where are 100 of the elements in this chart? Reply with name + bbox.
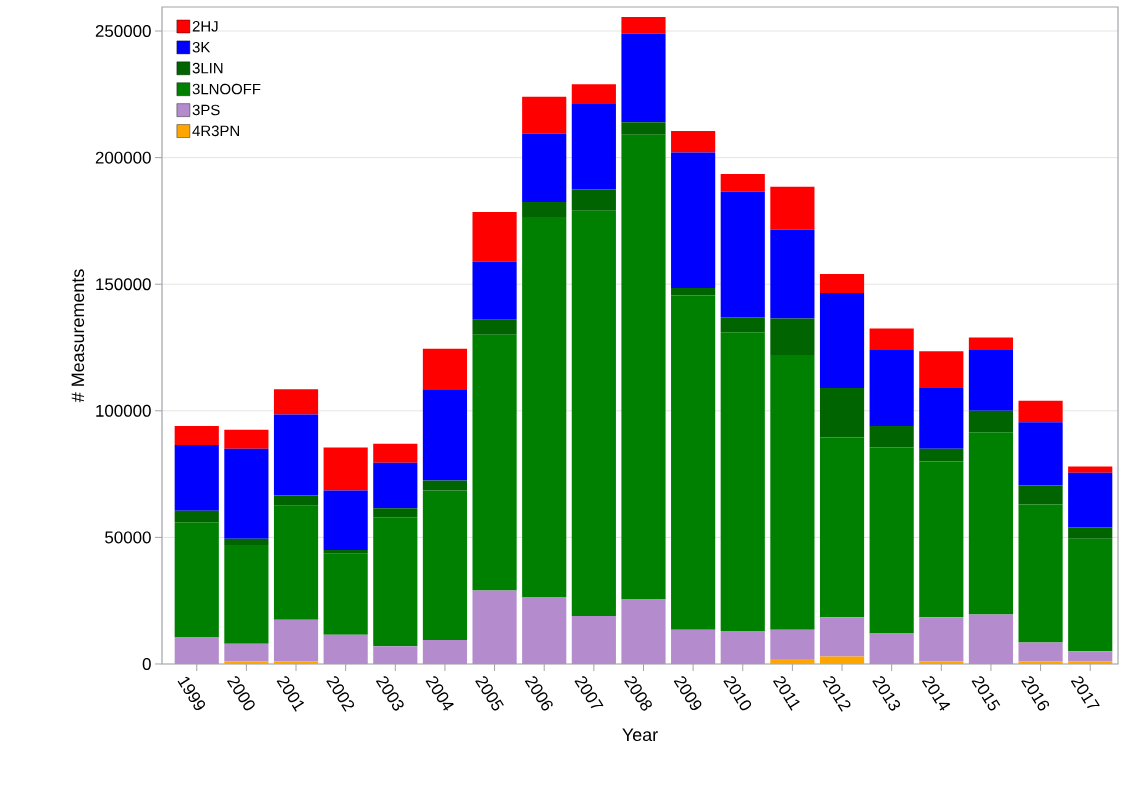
bar	[472, 334, 517, 591]
bar	[472, 590, 517, 664]
bar	[968, 337, 1014, 351]
bar	[621, 599, 666, 664]
bar	[819, 437, 865, 618]
bar	[273, 505, 319, 620]
bar	[174, 522, 219, 638]
bar	[671, 288, 716, 296]
bar	[869, 328, 914, 351]
legend-label: 2HJ	[192, 21, 218, 32]
y-axis-title: # Measurements	[71, 269, 85, 403]
bar	[224, 661, 269, 664]
bar	[720, 332, 765, 632]
bar	[273, 389, 319, 415]
bar	[422, 639, 468, 664]
bar	[323, 553, 368, 635]
bar	[522, 133, 567, 202]
legend-label: 3LIN	[192, 62, 223, 74]
bar	[720, 317, 765, 333]
bar	[819, 274, 865, 294]
y-tick-label: 50000	[105, 531, 151, 544]
bar	[720, 191, 765, 318]
bar	[571, 189, 616, 211]
bar	[323, 447, 368, 491]
bar	[1018, 485, 1063, 505]
y-tick-label: 150000	[96, 278, 151, 291]
bar	[422, 490, 468, 640]
y-tick-label: 200000	[95, 151, 151, 164]
bar	[472, 212, 517, 262]
bar	[819, 656, 865, 664]
y-tick-label: 0	[142, 657, 151, 670]
bar	[174, 510, 219, 523]
bar	[671, 131, 716, 153]
bar	[174, 637, 219, 664]
bar	[919, 661, 964, 664]
bar	[224, 544, 269, 644]
bar	[819, 617, 865, 657]
bar	[174, 426, 219, 445]
bar	[273, 661, 319, 664]
bar	[522, 596, 567, 664]
legend-label: 3PS	[192, 104, 220, 116]
bar	[373, 517, 418, 647]
bar	[1018, 642, 1063, 662]
bar	[819, 388, 865, 438]
bar	[968, 432, 1014, 615]
bar	[968, 350, 1014, 411]
bar	[770, 229, 815, 319]
bar	[621, 122, 666, 135]
bar	[273, 414, 319, 496]
bar	[323, 550, 368, 554]
legend-label: 3LNOOFF	[192, 83, 261, 95]
bar	[224, 538, 269, 545]
legend-label: 4R3PN	[192, 125, 239, 137]
bar	[1018, 504, 1063, 643]
y-tick-label: 250000	[95, 25, 151, 38]
bar	[1018, 422, 1063, 486]
bar	[1068, 472, 1113, 528]
bar	[770, 658, 815, 664]
bar	[422, 480, 468, 491]
bar	[323, 490, 368, 551]
bar	[770, 629, 815, 659]
x-axis-title: Year	[622, 728, 658, 742]
bar	[919, 351, 964, 389]
bar	[373, 508, 418, 518]
bar	[472, 319, 517, 335]
bar	[1068, 538, 1113, 652]
bar	[720, 174, 765, 192]
bar	[869, 447, 914, 634]
bar	[571, 103, 616, 190]
bar	[621, 33, 666, 123]
bar	[522, 96, 567, 134]
bar	[224, 429, 269, 449]
bar	[174, 444, 219, 511]
bar	[770, 355, 815, 630]
bar	[273, 619, 319, 662]
bar	[770, 186, 815, 230]
bar	[373, 646, 418, 664]
bar	[1018, 661, 1063, 664]
y-tick-label: 100000	[96, 404, 151, 417]
bar	[869, 350, 914, 426]
bar	[522, 201, 567, 218]
bar	[224, 643, 269, 662]
bar	[770, 318, 815, 356]
bar	[422, 389, 468, 481]
bar	[919, 448, 964, 462]
bar	[671, 152, 716, 289]
bar	[919, 461, 964, 618]
bar	[373, 443, 418, 463]
bar	[373, 462, 418, 509]
bar	[869, 426, 914, 448]
bar	[671, 629, 716, 664]
bar	[671, 295, 716, 630]
bar	[621, 134, 666, 600]
bar	[720, 631, 765, 664]
bar	[919, 388, 964, 449]
bar	[422, 348, 468, 390]
bar	[273, 495, 319, 506]
bar	[1068, 661, 1113, 664]
bar	[621, 17, 666, 34]
bar	[571, 210, 616, 616]
